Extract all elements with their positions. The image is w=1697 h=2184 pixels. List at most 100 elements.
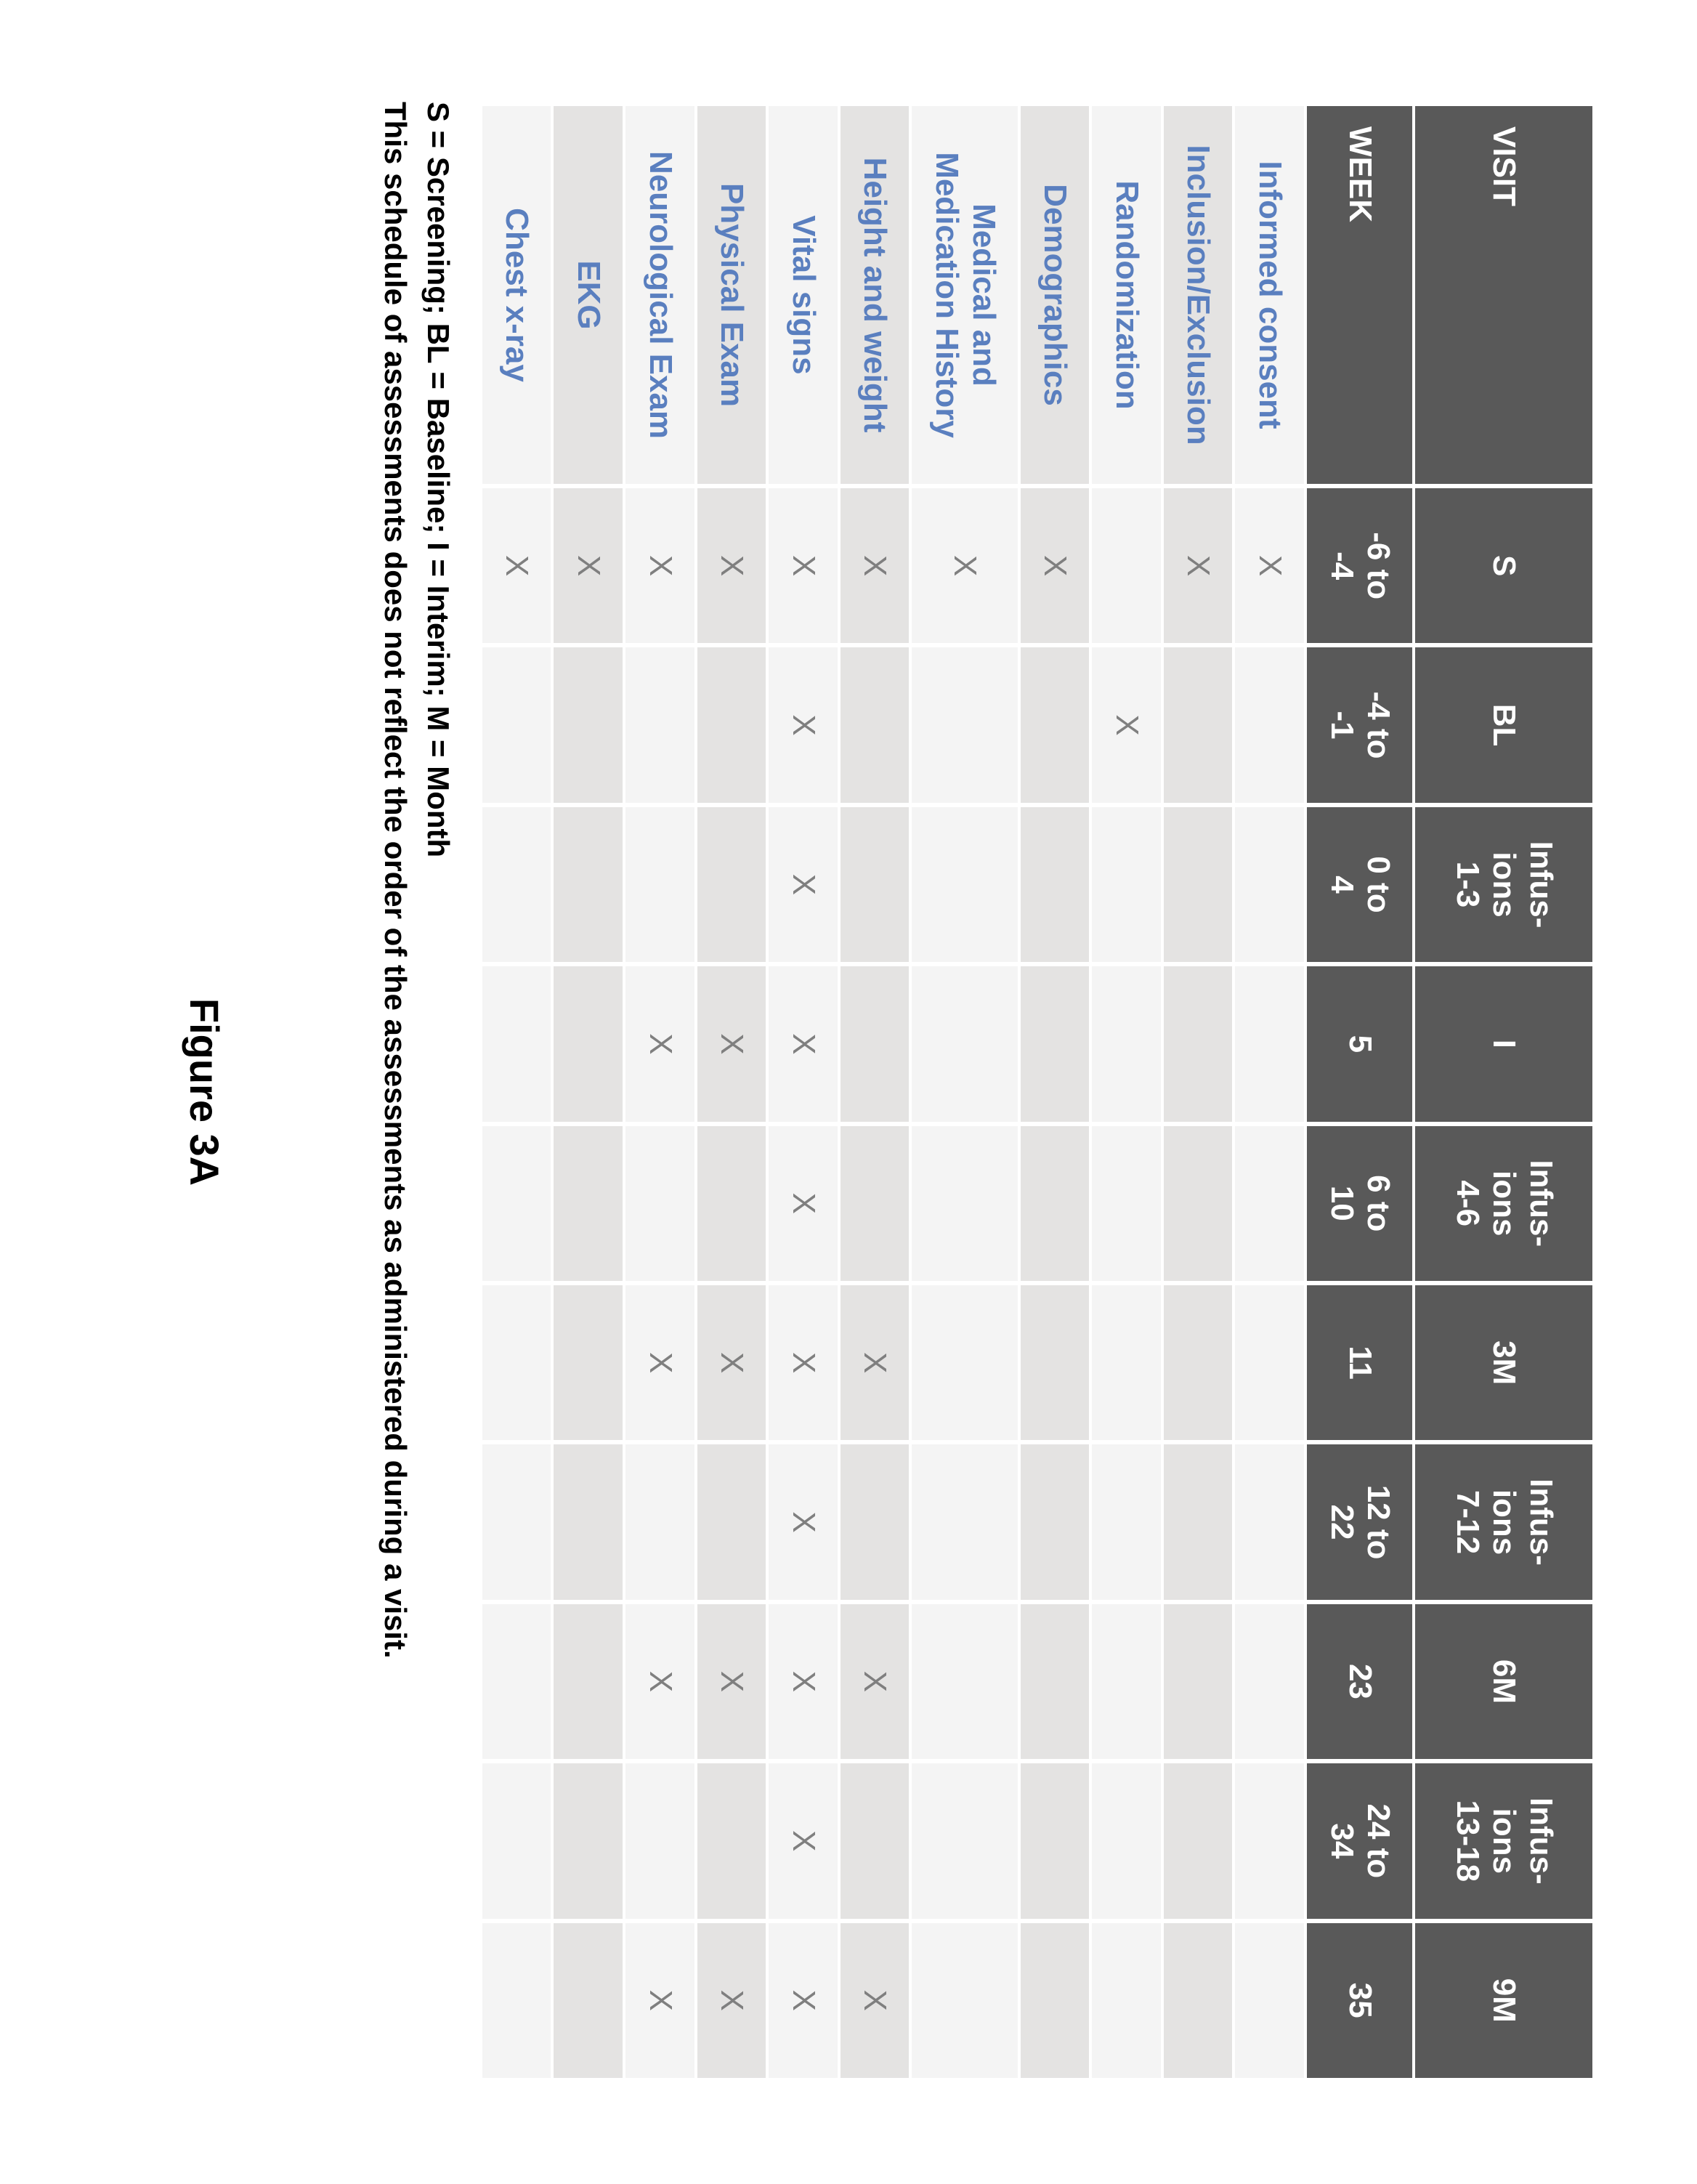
visit-col-5: 3M <box>1415 1285 1592 1440</box>
cell-mark <box>482 1285 551 1440</box>
cell-mark <box>697 1126 766 1281</box>
cell-mark <box>554 1604 623 1759</box>
cell-mark <box>1021 1126 1090 1281</box>
cell-mark <box>697 1763 766 1918</box>
cell-mark <box>1235 647 1304 802</box>
cell-mark <box>1092 966 1161 1121</box>
cell-mark <box>912 1604 1017 1759</box>
cell-mark: X <box>841 1923 910 2078</box>
cell-mark <box>1235 1444 1304 1599</box>
row-label: Physical Exam <box>697 106 766 484</box>
cell-mark <box>1092 488 1161 643</box>
cell-mark <box>1235 966 1304 1121</box>
cell-mark: X <box>1092 647 1161 802</box>
table-row: EKGX <box>554 106 623 2078</box>
cell-mark <box>1164 1763 1233 1918</box>
visit-col-2: Infus- ions 1-3 <box>1415 807 1592 962</box>
table-row: Vital signsXXXXXXXXXX <box>769 106 838 2078</box>
cell-mark: X <box>769 647 838 802</box>
cell-mark: X <box>841 488 910 643</box>
cell-mark <box>912 966 1017 1121</box>
week-col-2: 0 to 4 <box>1307 807 1412 962</box>
cell-mark <box>482 1604 551 1759</box>
figure-label: Figure 3A <box>181 102 228 2082</box>
table-row: DemographicsX <box>1021 106 1090 2078</box>
cell-mark: X <box>697 1604 766 1759</box>
table-row: Medical and Medication HistoryX <box>912 106 1017 2078</box>
cell-mark: X <box>1164 488 1233 643</box>
cell-mark <box>697 647 766 802</box>
cell-mark: X <box>625 1604 694 1759</box>
assessment-schedule-table: VISIT S BL Infus- ions 1-3 I Infus- ions… <box>479 102 1595 2082</box>
cell-mark <box>1235 1126 1304 1281</box>
cell-mark <box>1092 1285 1161 1440</box>
cell-mark <box>1235 1604 1304 1759</box>
cell-mark <box>1021 1923 1090 2078</box>
cell-mark <box>554 1126 623 1281</box>
visit-header-label: VISIT <box>1415 106 1592 484</box>
visit-col-3: I <box>1415 966 1592 1121</box>
table-row: Chest x-rayX <box>482 106 551 2078</box>
week-col-4: 6 to 10 <box>1307 1126 1412 1281</box>
cell-mark: X <box>769 1126 838 1281</box>
week-col-3: 5 <box>1307 966 1412 1121</box>
cell-mark <box>625 1444 694 1599</box>
cell-mark <box>554 1763 623 1918</box>
cell-mark: X <box>841 1285 910 1440</box>
cell-mark: X <box>1021 488 1090 643</box>
visit-col-7: 6M <box>1415 1604 1592 1759</box>
cell-mark: X <box>625 1285 694 1440</box>
cell-mark <box>554 1444 623 1599</box>
cell-mark <box>554 807 623 962</box>
cell-mark: X <box>554 488 623 643</box>
row-label: Randomization <box>1092 106 1161 484</box>
cell-mark: X <box>769 1285 838 1440</box>
cell-mark <box>1021 807 1090 962</box>
cell-mark <box>1092 1923 1161 2078</box>
cell-mark <box>1164 1285 1233 1440</box>
row-label: Height and weight <box>841 106 910 484</box>
cell-mark <box>1092 1763 1161 1918</box>
cell-mark <box>1092 807 1161 962</box>
cell-mark: X <box>625 1923 694 2078</box>
cell-mark <box>625 1763 694 1918</box>
cell-mark <box>1021 1763 1090 1918</box>
cell-mark <box>841 1763 910 1918</box>
cell-mark: X <box>769 1763 838 1918</box>
visit-col-6: Infus- ions 7-12 <box>1415 1444 1592 1599</box>
cell-mark <box>1092 1126 1161 1281</box>
week-col-5: 11 <box>1307 1285 1412 1440</box>
cell-mark <box>1235 1285 1304 1440</box>
cell-mark <box>1021 1604 1090 1759</box>
header-row-visit: VISIT S BL Infus- ions 1-3 I Infus- ions… <box>1415 106 1592 2078</box>
cell-mark <box>912 1285 1017 1440</box>
cell-mark <box>912 647 1017 802</box>
table-row: Inclusion/ExclusionX <box>1164 106 1233 2078</box>
cell-mark <box>912 807 1017 962</box>
footnotes: S = Screening; BL = Baseline; I = Interi… <box>373 102 459 2082</box>
page-rotated: VISIT S BL Infus- ions 1-3 I Infus- ions… <box>0 0 1697 2184</box>
header-row-week: WEEK -6 to -4 -4 to -1 0 to 4 5 6 to 10 … <box>1307 106 1412 2078</box>
cell-mark <box>912 1763 1017 1918</box>
cell-mark <box>1164 966 1233 1121</box>
cell-mark <box>1021 1444 1090 1599</box>
cell-mark <box>625 647 694 802</box>
week-col-6: 12 to 22 <box>1307 1444 1412 1599</box>
cell-mark <box>482 647 551 802</box>
cell-mark: X <box>697 966 766 1121</box>
row-label: Chest x-ray <box>482 106 551 484</box>
table-row: Neurological ExamXXXXX <box>625 106 694 2078</box>
cell-mark <box>482 1444 551 1599</box>
cell-mark <box>841 647 910 802</box>
visit-col-8: Infus- ions 13-18 <box>1415 1763 1592 1918</box>
cell-mark <box>912 1444 1017 1599</box>
cell-mark <box>1092 1444 1161 1599</box>
cell-mark <box>1021 966 1090 1121</box>
week-col-0: -6 to -4 <box>1307 488 1412 643</box>
cell-mark <box>482 1763 551 1918</box>
cell-mark <box>912 1126 1017 1281</box>
visit-col-1: BL <box>1415 647 1592 802</box>
cell-mark <box>1164 807 1233 962</box>
cell-mark <box>697 1444 766 1599</box>
cell-mark <box>841 1126 910 1281</box>
